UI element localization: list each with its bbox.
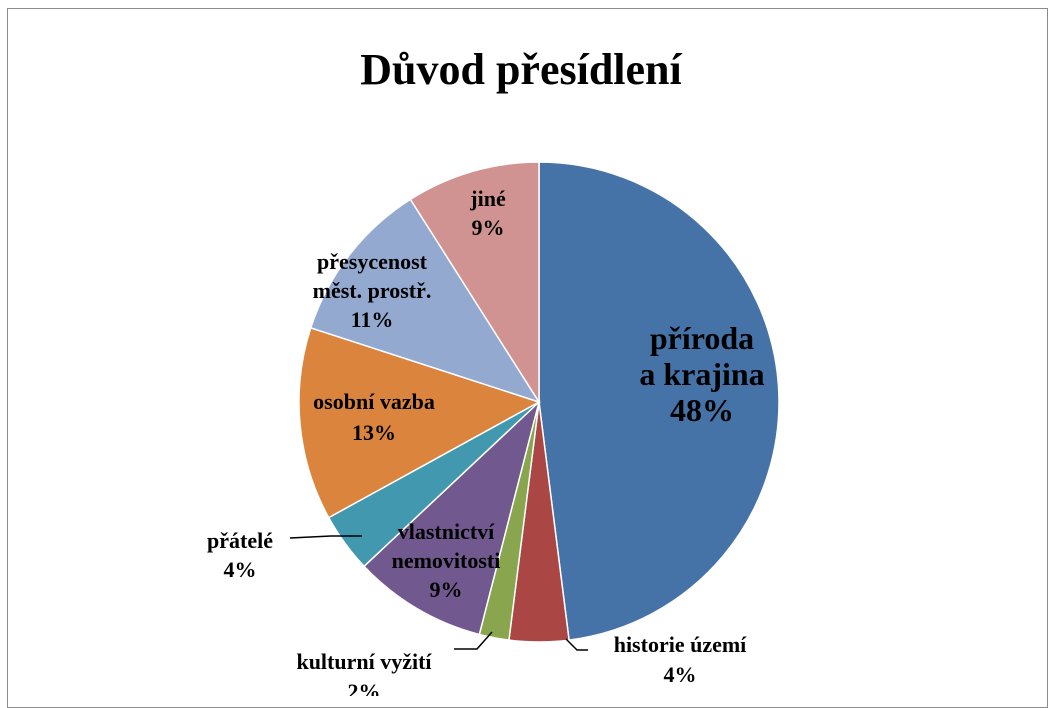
label-line: přesycenost — [317, 249, 428, 274]
label-percent: 13% — [352, 420, 396, 445]
label-line: vlastnictví — [398, 519, 495, 544]
label-percent: 48% — [670, 392, 734, 428]
label-pratele: přátelé 4% — [207, 528, 273, 582]
label-kulturni-vyziti: kulturní vyžití 2% — [296, 649, 432, 696]
label-line: přátelé — [207, 528, 273, 553]
label-percent: 4% — [224, 557, 257, 582]
label-line: příroda — [650, 320, 754, 356]
leader-line-pratele — [289, 535, 362, 539]
label-historie-uzemi: historie území 4% — [614, 632, 747, 687]
label-line: osobní vazba — [313, 389, 435, 414]
label-jine: jiné 9% — [469, 186, 506, 240]
label-line: měst. prostř. — [313, 278, 432, 303]
label-line: historie území — [614, 632, 747, 657]
label-priroda-a-krajina: příroda a krajina 48% — [639, 320, 764, 428]
label-percent: 9% — [472, 215, 505, 240]
label-vlastnictvi-nemovitosti: vlastnictví nemovitosti 9% — [392, 519, 501, 602]
label-percent: 9% — [430, 577, 463, 602]
label-presycenost-mest-prostr: přesycenost měst. prostř. 11% — [313, 249, 432, 332]
chart-title: Důvod přesídlení — [360, 45, 682, 94]
pie-chart: Důvod přesídlení příroda a krajina 48% hist… — [207, 45, 780, 696]
label-percent: 4% — [664, 662, 697, 687]
label-osobni-vazba: osobní vazba 13% — [313, 389, 435, 445]
slice-presycenost-mest-prostr — [309, 198, 541, 404]
label-percent: 11% — [351, 307, 394, 332]
label-line: nemovitosti — [392, 548, 501, 573]
label-percent: 2% — [348, 679, 381, 696]
slice-jine — [409, 161, 540, 405]
leader-line-historie-uzemi — [565, 638, 588, 651]
slice-osobni-vazba — [298, 326, 541, 519]
label-line: kulturní vyžití — [296, 649, 432, 674]
slice-vlastnictvi-nemovitosti — [362, 399, 541, 636]
leader-line-kulturni-vyziti — [454, 631, 493, 650]
chart-frame: Důvod přesídlení příroda a krajina 48% hist… — [7, 8, 1048, 708]
slice-priroda-a-krajina — [538, 161, 780, 641]
label-line: jiné — [469, 186, 506, 211]
label-line: a krajina — [639, 356, 764, 392]
